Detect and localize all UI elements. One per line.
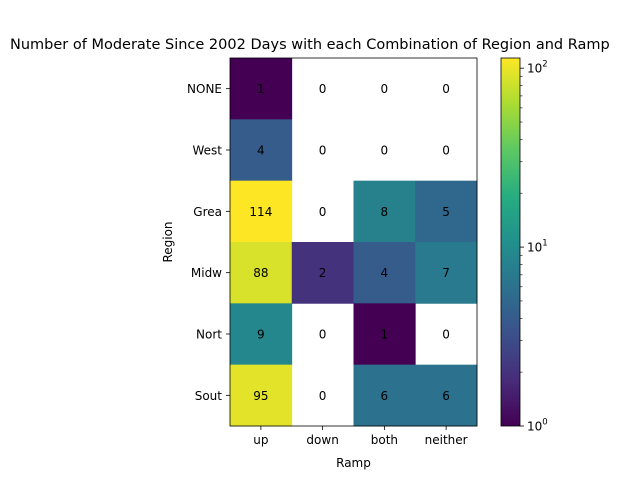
x-axis-ticks: up down both neither — [253, 426, 468, 447]
x-tick-label: down — [306, 433, 338, 447]
heatmap-cell — [415, 242, 478, 304]
x-axis-label: Ramp — [336, 456, 371, 470]
heatmap-cell — [353, 303, 416, 366]
y-tick-label: Sout — [195, 389, 223, 403]
chart-title: Number of Moderate Since 2002 Days with … — [10, 37, 610, 53]
y-axis-label: Region — [161, 221, 175, 262]
heatmap-cell — [353, 364, 416, 427]
y-tick-label: Midw — [191, 266, 222, 280]
colorbar-tick-label: 100 — [527, 418, 548, 434]
cell-value-label: 2 — [319, 266, 327, 280]
heatmap-cell — [230, 364, 293, 427]
cell-value-label: 0 — [381, 144, 389, 158]
cell-value-label: 8 — [381, 205, 389, 219]
y-tick-label: West — [192, 144, 222, 158]
heatmap-cell — [415, 364, 478, 427]
cell-value-label: 6 — [442, 389, 450, 403]
cell-value-label: 114 — [249, 205, 272, 219]
colorbar-ticks: 100 101 102 — [520, 60, 548, 434]
cell-value-label: 0 — [442, 82, 450, 96]
x-tick-label: neither — [425, 433, 468, 447]
heatmap-cell — [230, 303, 293, 366]
cell-value-label: 88 — [253, 266, 268, 280]
heatmap-cell — [230, 58, 293, 120]
heatmap-cell — [353, 242, 416, 304]
heatmap-cell — [291, 242, 354, 304]
heatmap-cell — [353, 180, 416, 243]
heatmap-cell — [230, 242, 293, 304]
cell-value-label: 9 — [257, 328, 265, 342]
y-tick-label: Grea — [193, 205, 222, 219]
colorbar-tick-label: 101 — [527, 239, 548, 255]
cell-value-label: 5 — [442, 205, 450, 219]
x-tick-label: both — [371, 433, 398, 447]
cell-value-label: 4 — [257, 144, 265, 158]
cell-value-label: 0 — [319, 82, 327, 96]
heatmap-cell — [230, 119, 293, 182]
cell-value-label: 7 — [442, 266, 450, 280]
colorbar — [500, 57, 521, 427]
heatmap-cells — [230, 58, 478, 427]
cell-value-label: 0 — [442, 144, 450, 158]
plot-frame — [229, 57, 478, 427]
cell-value-label: 1 — [257, 82, 265, 96]
heatmap-cell — [230, 180, 293, 243]
y-axis-ticks: NONE West Grea Midw Nort Sout — [187, 82, 230, 403]
heatmap-cell-labels: 1 0 0 0 4 0 0 0 114 0 8 5 88 2 4 7 9 0 1 0 95 0 6 6 — [249, 82, 450, 403]
cell-value-label: 0 — [319, 328, 327, 342]
colorbar-tick-label: 102 — [527, 60, 548, 76]
cell-value-label: 6 — [381, 389, 389, 403]
y-tick-label: NONE — [187, 82, 222, 96]
cell-value-label: 1 — [381, 328, 389, 342]
cell-value-label: 0 — [442, 328, 450, 342]
cell-value-label: 95 — [253, 389, 268, 403]
cell-value-label: 4 — [381, 266, 389, 280]
cell-value-label: 0 — [319, 144, 327, 158]
cell-value-label: 0 — [319, 205, 327, 219]
cell-value-label: 0 — [381, 82, 389, 96]
y-tick-label: Nort — [196, 328, 222, 342]
heatmap-cell — [415, 180, 478, 243]
cell-value-label: 0 — [319, 389, 327, 403]
x-tick-label: up — [253, 433, 268, 447]
